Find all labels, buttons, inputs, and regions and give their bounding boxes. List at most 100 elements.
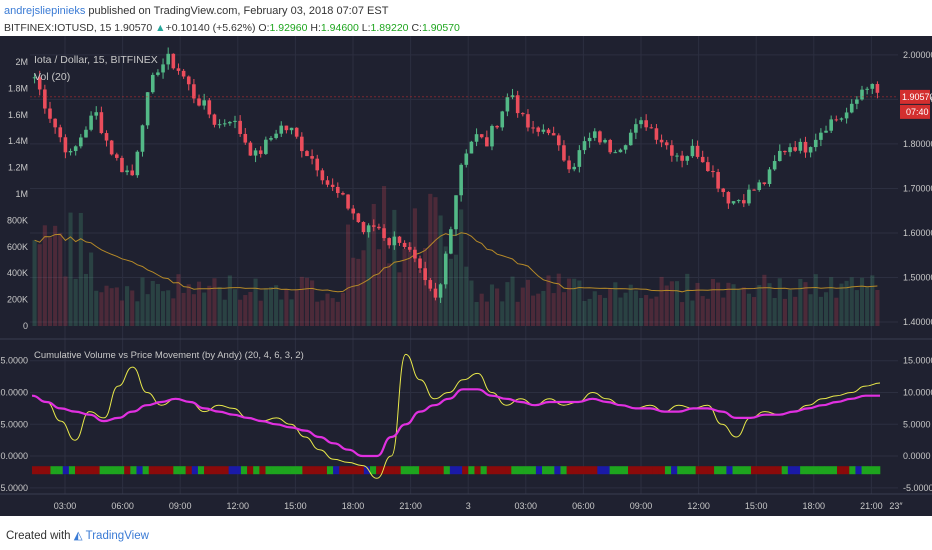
tradingview-link[interactable]: TradingView	[85, 530, 149, 542]
candle-body	[875, 84, 880, 93]
candle-body	[109, 140, 114, 155]
indicator-title: Cumulative Volume vs Price Movement (by …	[34, 350, 304, 361]
author-link[interactable]: andrejsliepinieks	[4, 5, 86, 17]
volume-bar	[397, 272, 402, 326]
time-tick-label: 03:00	[54, 501, 77, 511]
volume-bar	[232, 289, 238, 326]
volume-bar	[171, 298, 176, 326]
volume-bar	[253, 278, 258, 326]
volume-bar	[587, 298, 592, 326]
candle-body	[762, 182, 767, 184]
state-bar-segment	[142, 466, 150, 475]
volume-bar	[104, 285, 109, 326]
volume-bar	[155, 284, 160, 326]
volume-bar	[119, 300, 124, 326]
candle-body	[819, 132, 823, 140]
candle-body	[130, 170, 135, 176]
state-bar-segment	[333, 466, 340, 475]
current-price-badge	[900, 89, 930, 104]
state-bar-segment	[812, 466, 819, 475]
volume-bar	[721, 297, 726, 326]
state-bar-segment	[560, 466, 567, 475]
state-bar-segment	[511, 466, 518, 475]
volume-bar	[638, 297, 644, 326]
volume-bar	[767, 283, 772, 326]
candle-body	[161, 64, 165, 73]
candle-body	[562, 145, 566, 161]
volume-bar	[407, 242, 412, 326]
volume-bar	[78, 212, 83, 326]
state-bar-segment	[824, 466, 832, 475]
state-bar-segment	[554, 466, 561, 475]
volume-bar	[813, 274, 818, 326]
state-bar-segment	[499, 466, 506, 475]
candlesticks	[32, 47, 880, 303]
state-bar-segment	[44, 466, 51, 475]
candle-body	[443, 253, 448, 285]
candle-body	[752, 189, 756, 191]
volume-bar	[649, 298, 654, 326]
candle-body	[474, 134, 479, 142]
candle-body	[706, 162, 710, 171]
volume-bar	[710, 278, 716, 326]
state-bar-segment	[836, 466, 844, 475]
candle-body	[428, 280, 433, 289]
countdown-text: 07:40	[906, 107, 929, 117]
volume-bar	[73, 278, 78, 326]
candle-body	[700, 156, 705, 163]
volume-bar	[536, 293, 541, 326]
volume-bar	[829, 277, 834, 326]
state-bar-segment	[781, 466, 789, 475]
volume-bar	[623, 292, 628, 326]
candle-body	[582, 141, 587, 151]
volume-bar	[212, 278, 217, 326]
candle-body	[716, 172, 720, 189]
volume-tick-label: 400K	[7, 268, 28, 278]
candle-body	[217, 124, 222, 126]
volume-bar	[310, 280, 315, 326]
volume-bar	[695, 282, 700, 326]
state-bar-segment	[191, 466, 199, 475]
volume-bar	[94, 290, 99, 326]
volume-bar	[325, 293, 330, 326]
indicator-tick-label-left: 0.0000	[0, 451, 28, 461]
state-bar-segment	[609, 466, 617, 475]
candle-body	[115, 154, 119, 158]
state-bar-segment	[763, 466, 770, 475]
volume-bar	[582, 300, 587, 326]
volume-axis: 2M 1.8M 1.6M 1.4M 1.2M 1M 800K 600K 400K 200K 0	[7, 57, 28, 331]
current-price-text: 1.90570	[902, 92, 932, 102]
state-bar-segment	[572, 466, 580, 475]
state-bar-segment	[296, 466, 303, 475]
candle-body	[397, 236, 402, 243]
volume-bar	[361, 250, 366, 326]
state-bar-segment	[382, 466, 389, 475]
candle-body	[556, 135, 561, 146]
candle-body	[150, 74, 155, 93]
volume-bar	[68, 212, 73, 326]
candle-body	[248, 142, 253, 156]
volume-bar	[510, 276, 515, 326]
candle-body	[73, 146, 78, 152]
state-bar-segment	[640, 466, 647, 475]
time-tick-label: 21:00	[399, 501, 422, 511]
chart-canvas[interactable]: 2M 1.8M 1.6M 1.4M 1.2M 1M 800K 600K 400K 200K 0 2.…	[0, 36, 932, 516]
state-bar-segment	[161, 466, 168, 475]
state-bar-segment	[388, 466, 395, 475]
volume-tick-label: 1.2M	[8, 163, 28, 173]
volume-bar	[479, 293, 484, 326]
state-bar-segment	[185, 466, 193, 475]
candle-body	[834, 119, 839, 121]
state-bar-segment	[468, 466, 475, 475]
candle-body	[305, 151, 309, 157]
volume-bar	[150, 280, 155, 326]
volume-tick-label: 200K	[7, 295, 28, 305]
main-chart-title: Iota / Dollar, 15, BITFINEX	[34, 54, 158, 66]
volume-bar	[402, 248, 407, 326]
indicator-tick-label-right: 15.0000	[903, 356, 932, 366]
state-bar-segment	[271, 466, 279, 475]
candle-body	[89, 115, 93, 130]
candle-body	[649, 127, 654, 129]
candle-body	[279, 125, 284, 134]
price-tick-label: 1.80000	[903, 139, 932, 149]
